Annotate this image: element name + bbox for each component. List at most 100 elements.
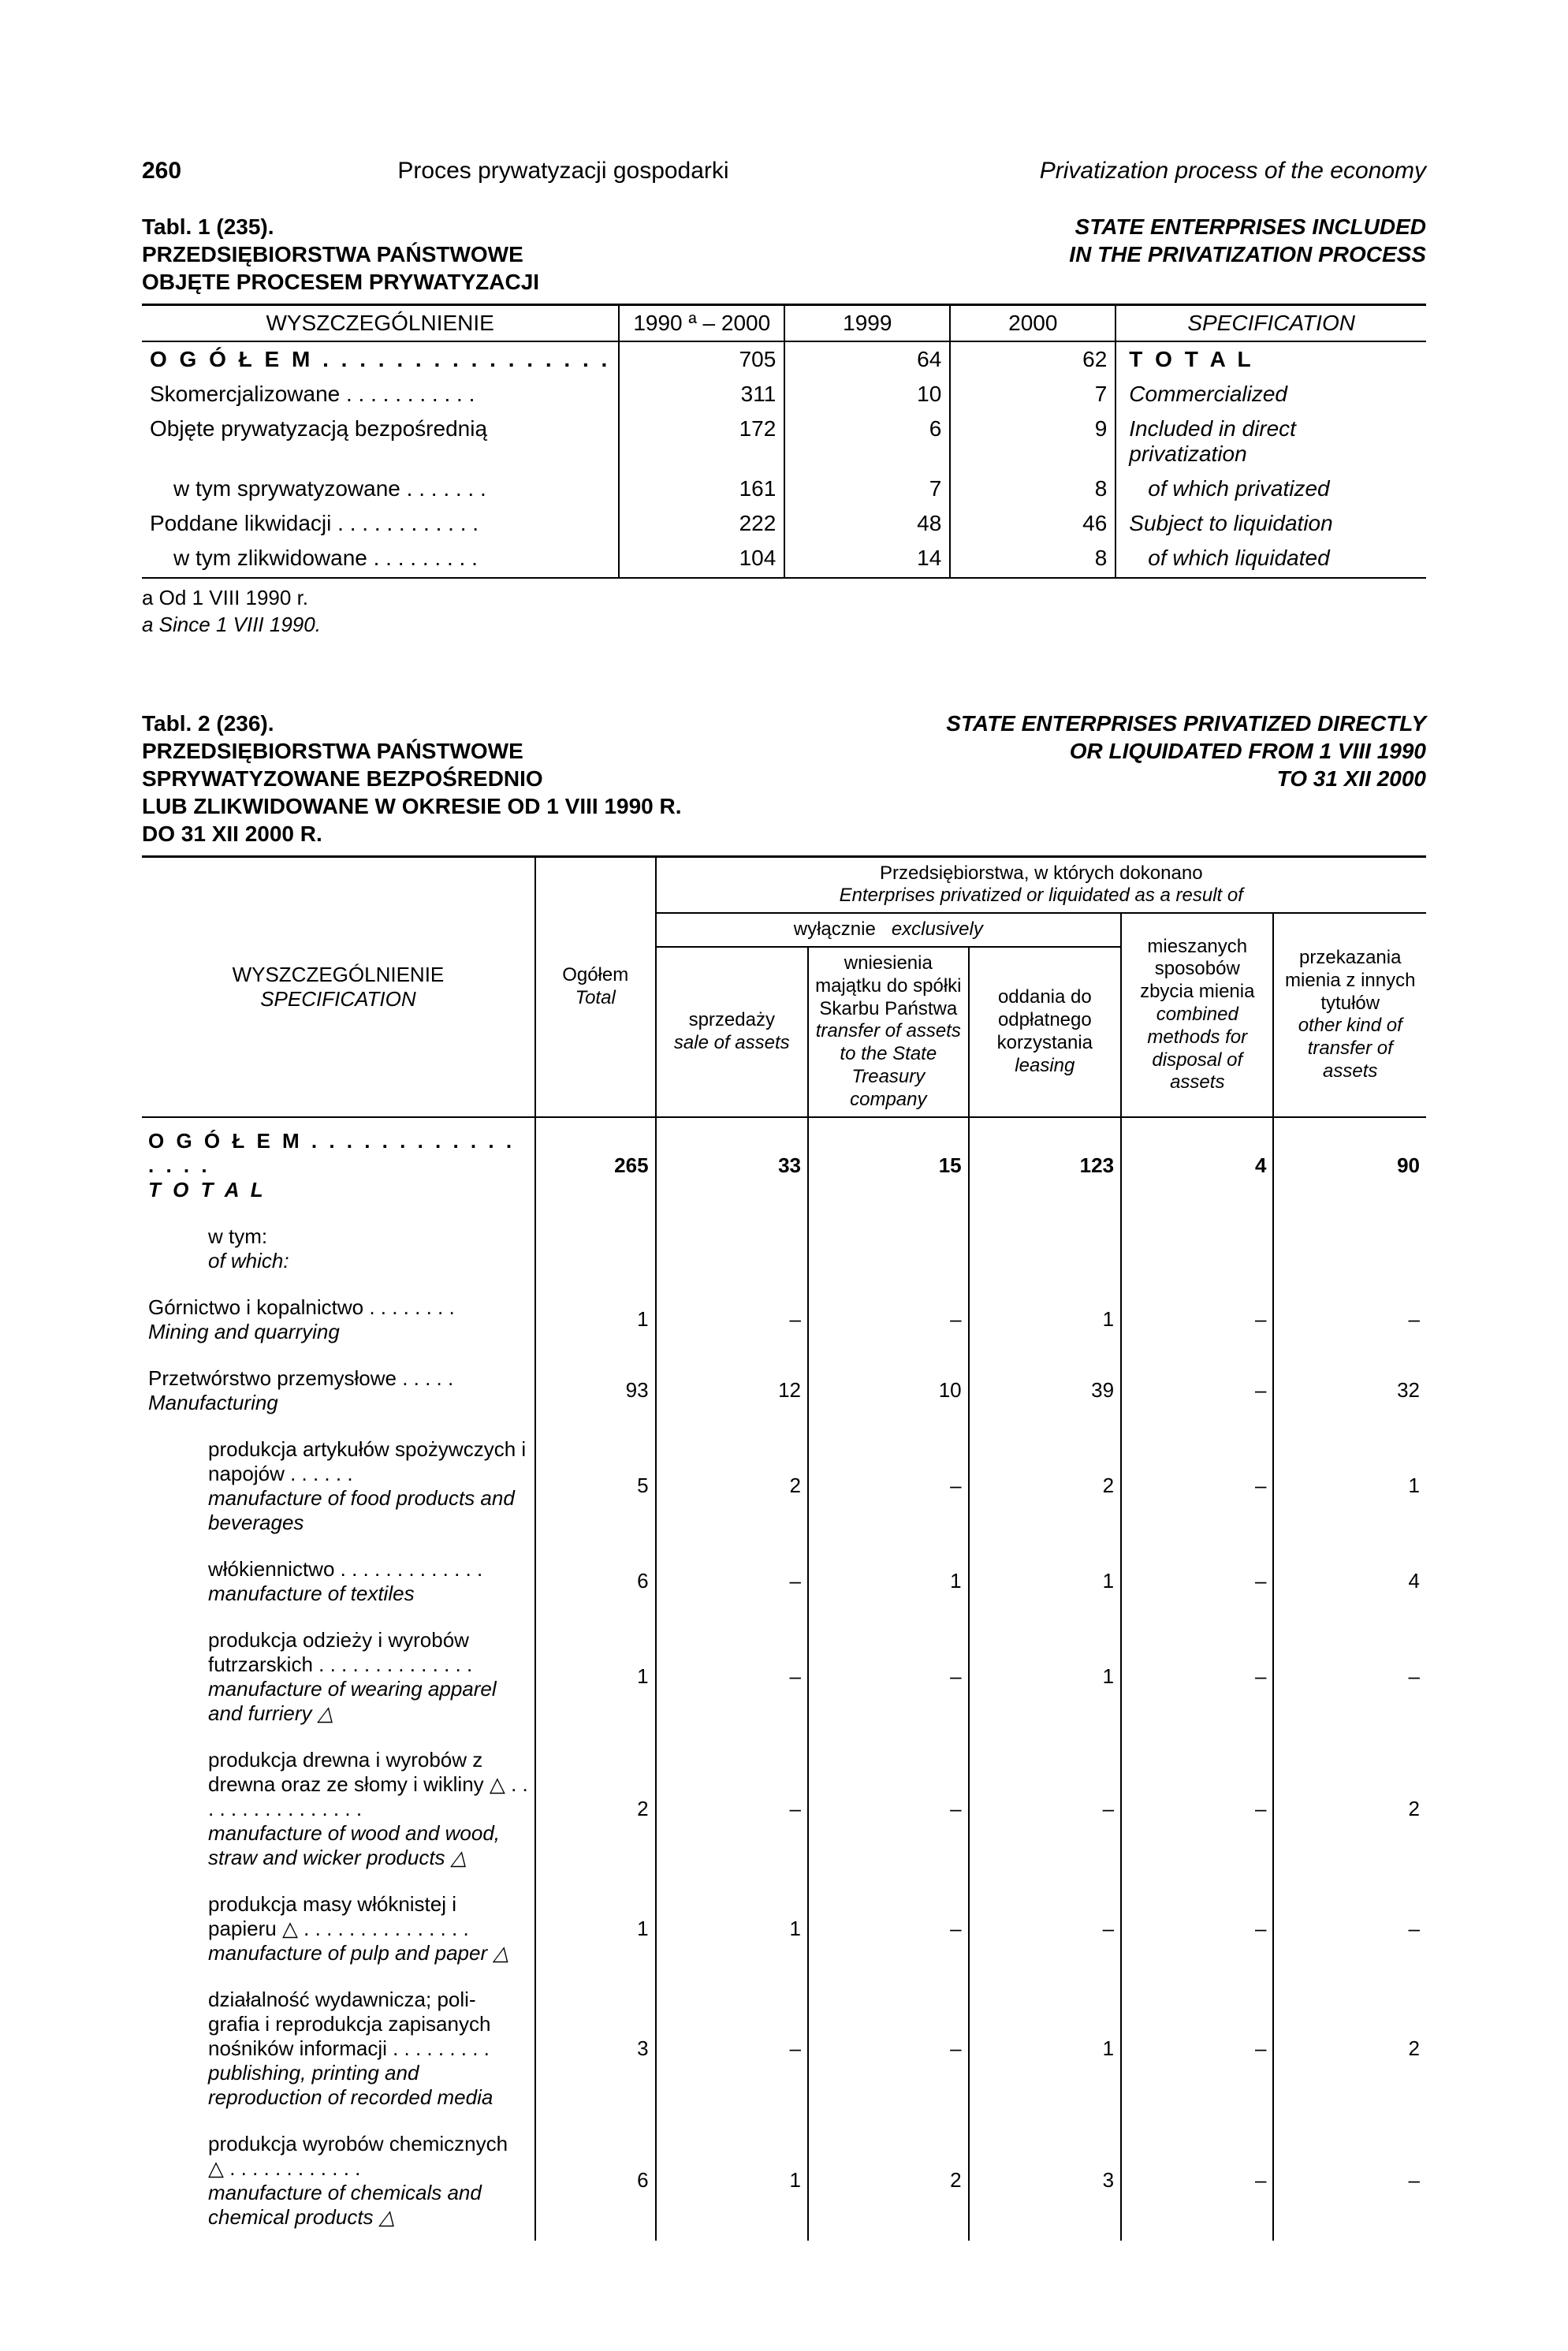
- cell: –: [1121, 1617, 1273, 1737]
- t2-h-c1-en: sale of assets: [674, 1032, 790, 1053]
- cell: –: [656, 1284, 808, 1355]
- table1-label: Tabl. 1 (235).: [142, 213, 288, 240]
- row-label: produkcja masy włóknistej i papieru △ . …: [142, 1881, 535, 1977]
- cell: 705: [619, 341, 784, 377]
- cell: 311: [619, 377, 784, 412]
- cell: 33: [656, 1117, 808, 1213]
- row-label-en: Included in direct privatization: [1115, 412, 1426, 471]
- cell: 265: [535, 1117, 656, 1213]
- cell: 5: [535, 1426, 656, 1546]
- row-label-pl: w tym zlikwidowane . . . . . . . . .: [142, 541, 619, 578]
- row-label: produkcja odzieży i wyrobów futrzarskich…: [142, 1617, 535, 1737]
- cell: 12: [656, 1355, 808, 1426]
- t2-h-c4-pl: mieszanych sposobów zbycia mienia: [1140, 936, 1254, 1003]
- table1-title-pl-line2: OBJĘTE PROCESEM PRYWATYZACJI: [142, 270, 539, 294]
- cell: 6: [535, 1546, 656, 1617]
- cell: 104: [619, 541, 784, 578]
- t2-h-group: Przedsiębiorstwa, w których dokonano Ent…: [656, 856, 1426, 913]
- table2-title-pl-line2: SPRYWATYZOWANE BEZPOŚREDNIO: [142, 766, 543, 791]
- table-row: w tym sprywatyzowane . . . . . . .16178o…: [142, 471, 1426, 506]
- cell: 222: [619, 506, 784, 541]
- table-row: Przetwórstwo przemysłowe . . . . .Manufa…: [142, 1355, 1426, 1426]
- t2-h-excl-pl: wyłącznie: [794, 918, 876, 940]
- table1-title-en: STATE ENTERPRISES INCLUDED IN THE PRIVAT…: [848, 213, 1426, 268]
- t2-h-c3: oddania do odpłatnego korzystania leasin…: [969, 947, 1121, 1117]
- cell: 1: [535, 1881, 656, 1977]
- table-row: produkcja drewna i wyrobów z drewna oraz…: [142, 1737, 1426, 1881]
- table1-title-en-line2: IN THE PRIVATIZATION PROCESS: [1069, 242, 1426, 266]
- t2-h-c5-en: other kind of transfer of assets: [1298, 1015, 1402, 1082]
- cell: 2: [656, 1426, 808, 1546]
- row-label-en: T O T A L: [1115, 341, 1426, 377]
- row-label-en: of which liquidated: [1115, 541, 1426, 578]
- row-label-en: Subject to liquidation: [1115, 506, 1426, 541]
- cell: 123: [969, 1117, 1121, 1213]
- cell: [808, 1213, 969, 1284]
- cell: 10: [784, 377, 950, 412]
- cell: –: [969, 1737, 1121, 1881]
- cell: 6: [535, 2121, 656, 2241]
- t2-h-spec: WYSZCZEGÓLNIENIE SPECIFICATION: [142, 856, 535, 1116]
- table2-title-pl-line3: LUB ZLIKWIDOWANE W OKRESIE OD 1 VIII 199…: [142, 794, 682, 818]
- cell: 39: [969, 1355, 1121, 1426]
- cell: –: [1121, 1426, 1273, 1546]
- cell: 93: [535, 1355, 656, 1426]
- cell: 2: [969, 1426, 1121, 1546]
- t2-h-excl: wyłącznie exclusively: [656, 913, 1121, 947]
- cell: 46: [950, 506, 1115, 541]
- cell: 1: [969, 1977, 1121, 2121]
- cell: –: [1121, 1546, 1273, 1617]
- cell: 8: [950, 471, 1115, 506]
- cell: –: [808, 1617, 969, 1737]
- table-row: produkcja odzieży i wyrobów futrzarskich…: [142, 1617, 1426, 1737]
- t2-h-c5: przekazania mienia z innych tytułów othe…: [1273, 913, 1426, 1116]
- cell: 1: [969, 1284, 1121, 1355]
- table2-label: Tabl. 2 (236).: [142, 710, 288, 737]
- row-label-pl: O G Ó Ł E M . . . . . . . . . . . . . . …: [142, 341, 619, 377]
- t1-h1: WYSZCZEGÓLNIENIE: [142, 305, 619, 342]
- t1-footnote-a-pl: a Od 1 VIII 1990 r.: [142, 585, 1426, 612]
- t2-h-total-pl: Ogółem: [562, 964, 628, 985]
- cell: [1273, 1213, 1426, 1284]
- t2-h-c2: wniesienia majątku do spółki Skarbu Pańs…: [808, 947, 969, 1117]
- table1: WYSZCZEGÓLNIENIE 1990 ª – 2000 1999 2000…: [142, 304, 1426, 579]
- cell: 90: [1273, 1117, 1426, 1213]
- table2-caption: Tabl. 2 (236). PRZEDSIĘBIORSTWA PAŃSTWOW…: [142, 710, 1426, 848]
- t2-h-c2-en: transfer of assets to the State Treasury…: [816, 1020, 961, 1109]
- table2-title-pl-line1: PRZEDSIĘBIORSTWA PAŃSTWOWE: [142, 739, 523, 763]
- cell: 1: [969, 1617, 1121, 1737]
- t2-h-c3-pl: oddania do odpłatnego korzystania: [997, 986, 1093, 1053]
- t1-h4: 2000: [950, 305, 1115, 342]
- cell: 8: [950, 541, 1115, 578]
- cell: [656, 1213, 808, 1284]
- cell: 14: [784, 541, 950, 578]
- cell: 15: [808, 1117, 969, 1213]
- cell: 1: [656, 2121, 808, 2241]
- table-row: produkcja wyrobów chemicznych △ . . . . …: [142, 2121, 1426, 2241]
- table-row: w tym:of which:: [142, 1213, 1426, 1284]
- cell: 3: [535, 1977, 656, 2121]
- running-header: 260 Proces prywatyzacji gospodarki Priva…: [142, 158, 1426, 184]
- cell: –: [808, 1881, 969, 1977]
- table2-title-en-line2: OR LIQUIDATED FROM 1 VIII 1990: [1070, 739, 1426, 763]
- row-label: działalność wydawnicza; poli- grafia i r…: [142, 1977, 535, 2121]
- cell: 2: [808, 2121, 969, 2241]
- table-row: włókiennictwo . . . . . . . . . . . . .m…: [142, 1546, 1426, 1617]
- cell: 4: [1121, 1117, 1273, 1213]
- cell: 1: [535, 1284, 656, 1355]
- row-label-en: Commercialized: [1115, 377, 1426, 412]
- table-row: Skomercjalizowane . . . . . . . . . . .3…: [142, 377, 1426, 412]
- table-row: działalność wydawnicza; poli- grafia i r…: [142, 1977, 1426, 2121]
- t2-h-c3-en: leasing: [1015, 1055, 1075, 1076]
- cell: 161: [619, 471, 784, 506]
- cell: 1: [656, 1881, 808, 1977]
- cell: 4: [1273, 1546, 1426, 1617]
- t2-h-group-pl: Przedsiębiorstwa, w których dokonano: [880, 863, 1203, 884]
- t2-h-c4: mieszanych sposobów zbycia mienia combin…: [1121, 913, 1273, 1116]
- cell: –: [808, 1737, 969, 1881]
- row-label: O G Ó Ł E M . . . . . . . . . . . . . . …: [142, 1117, 535, 1213]
- table-row: O G Ó Ł E M . . . . . . . . . . . . . . …: [142, 341, 1426, 377]
- table2-title-en-line3: TO 31 XII 2000: [1277, 766, 1426, 791]
- row-label-pl: w tym sprywatyzowane . . . . . . .: [142, 471, 619, 506]
- cell: 62: [950, 341, 1115, 377]
